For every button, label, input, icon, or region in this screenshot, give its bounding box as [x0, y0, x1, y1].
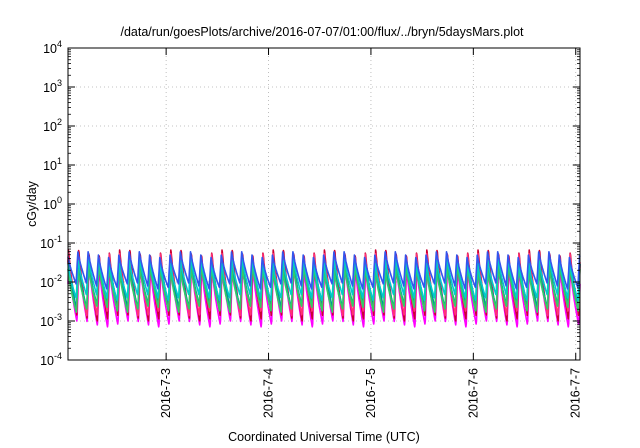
y-axis-label: cGy/day — [25, 180, 39, 227]
chart-title: /data/run/goesPlots/archive/2016-07-07/0… — [120, 25, 524, 39]
series-group — [67, 249, 581, 328]
x-tick-label: 2016-7-3 — [159, 368, 173, 418]
y-tick-label: 10-2 — [40, 273, 62, 290]
x-tick-label: 2016-7-4 — [262, 368, 276, 418]
x-tick-label: 2016-7-7 — [569, 368, 583, 418]
series-line — [67, 256, 581, 302]
x-tick-label: 2016-7-6 — [466, 368, 480, 418]
y-tick-label: 10-3 — [40, 312, 62, 329]
series-line — [67, 251, 581, 290]
y-tick-label: 104 — [43, 39, 62, 56]
y-tick-label: 103 — [43, 78, 62, 95]
y-tick-label: 102 — [43, 117, 62, 134]
y-tick-label: 10-1 — [40, 234, 62, 251]
x-tick-label: 2016-7-5 — [364, 368, 378, 418]
grid — [68, 48, 580, 360]
y-tick-label: 10-4 — [40, 351, 62, 368]
y-axis: 10-4 10-3 10-2 10-1 100 101 102 103 104 — [40, 39, 580, 368]
x-axis-label: Coordinated Universal Time (UTC) — [228, 430, 420, 444]
y-tick-label: 101 — [43, 156, 62, 173]
y-tick-label: 100 — [43, 195, 62, 212]
x-axis: 2016-7-3 2016-7-4 2016-7-5 2016-7-6 2016-7-7 — [159, 48, 583, 418]
